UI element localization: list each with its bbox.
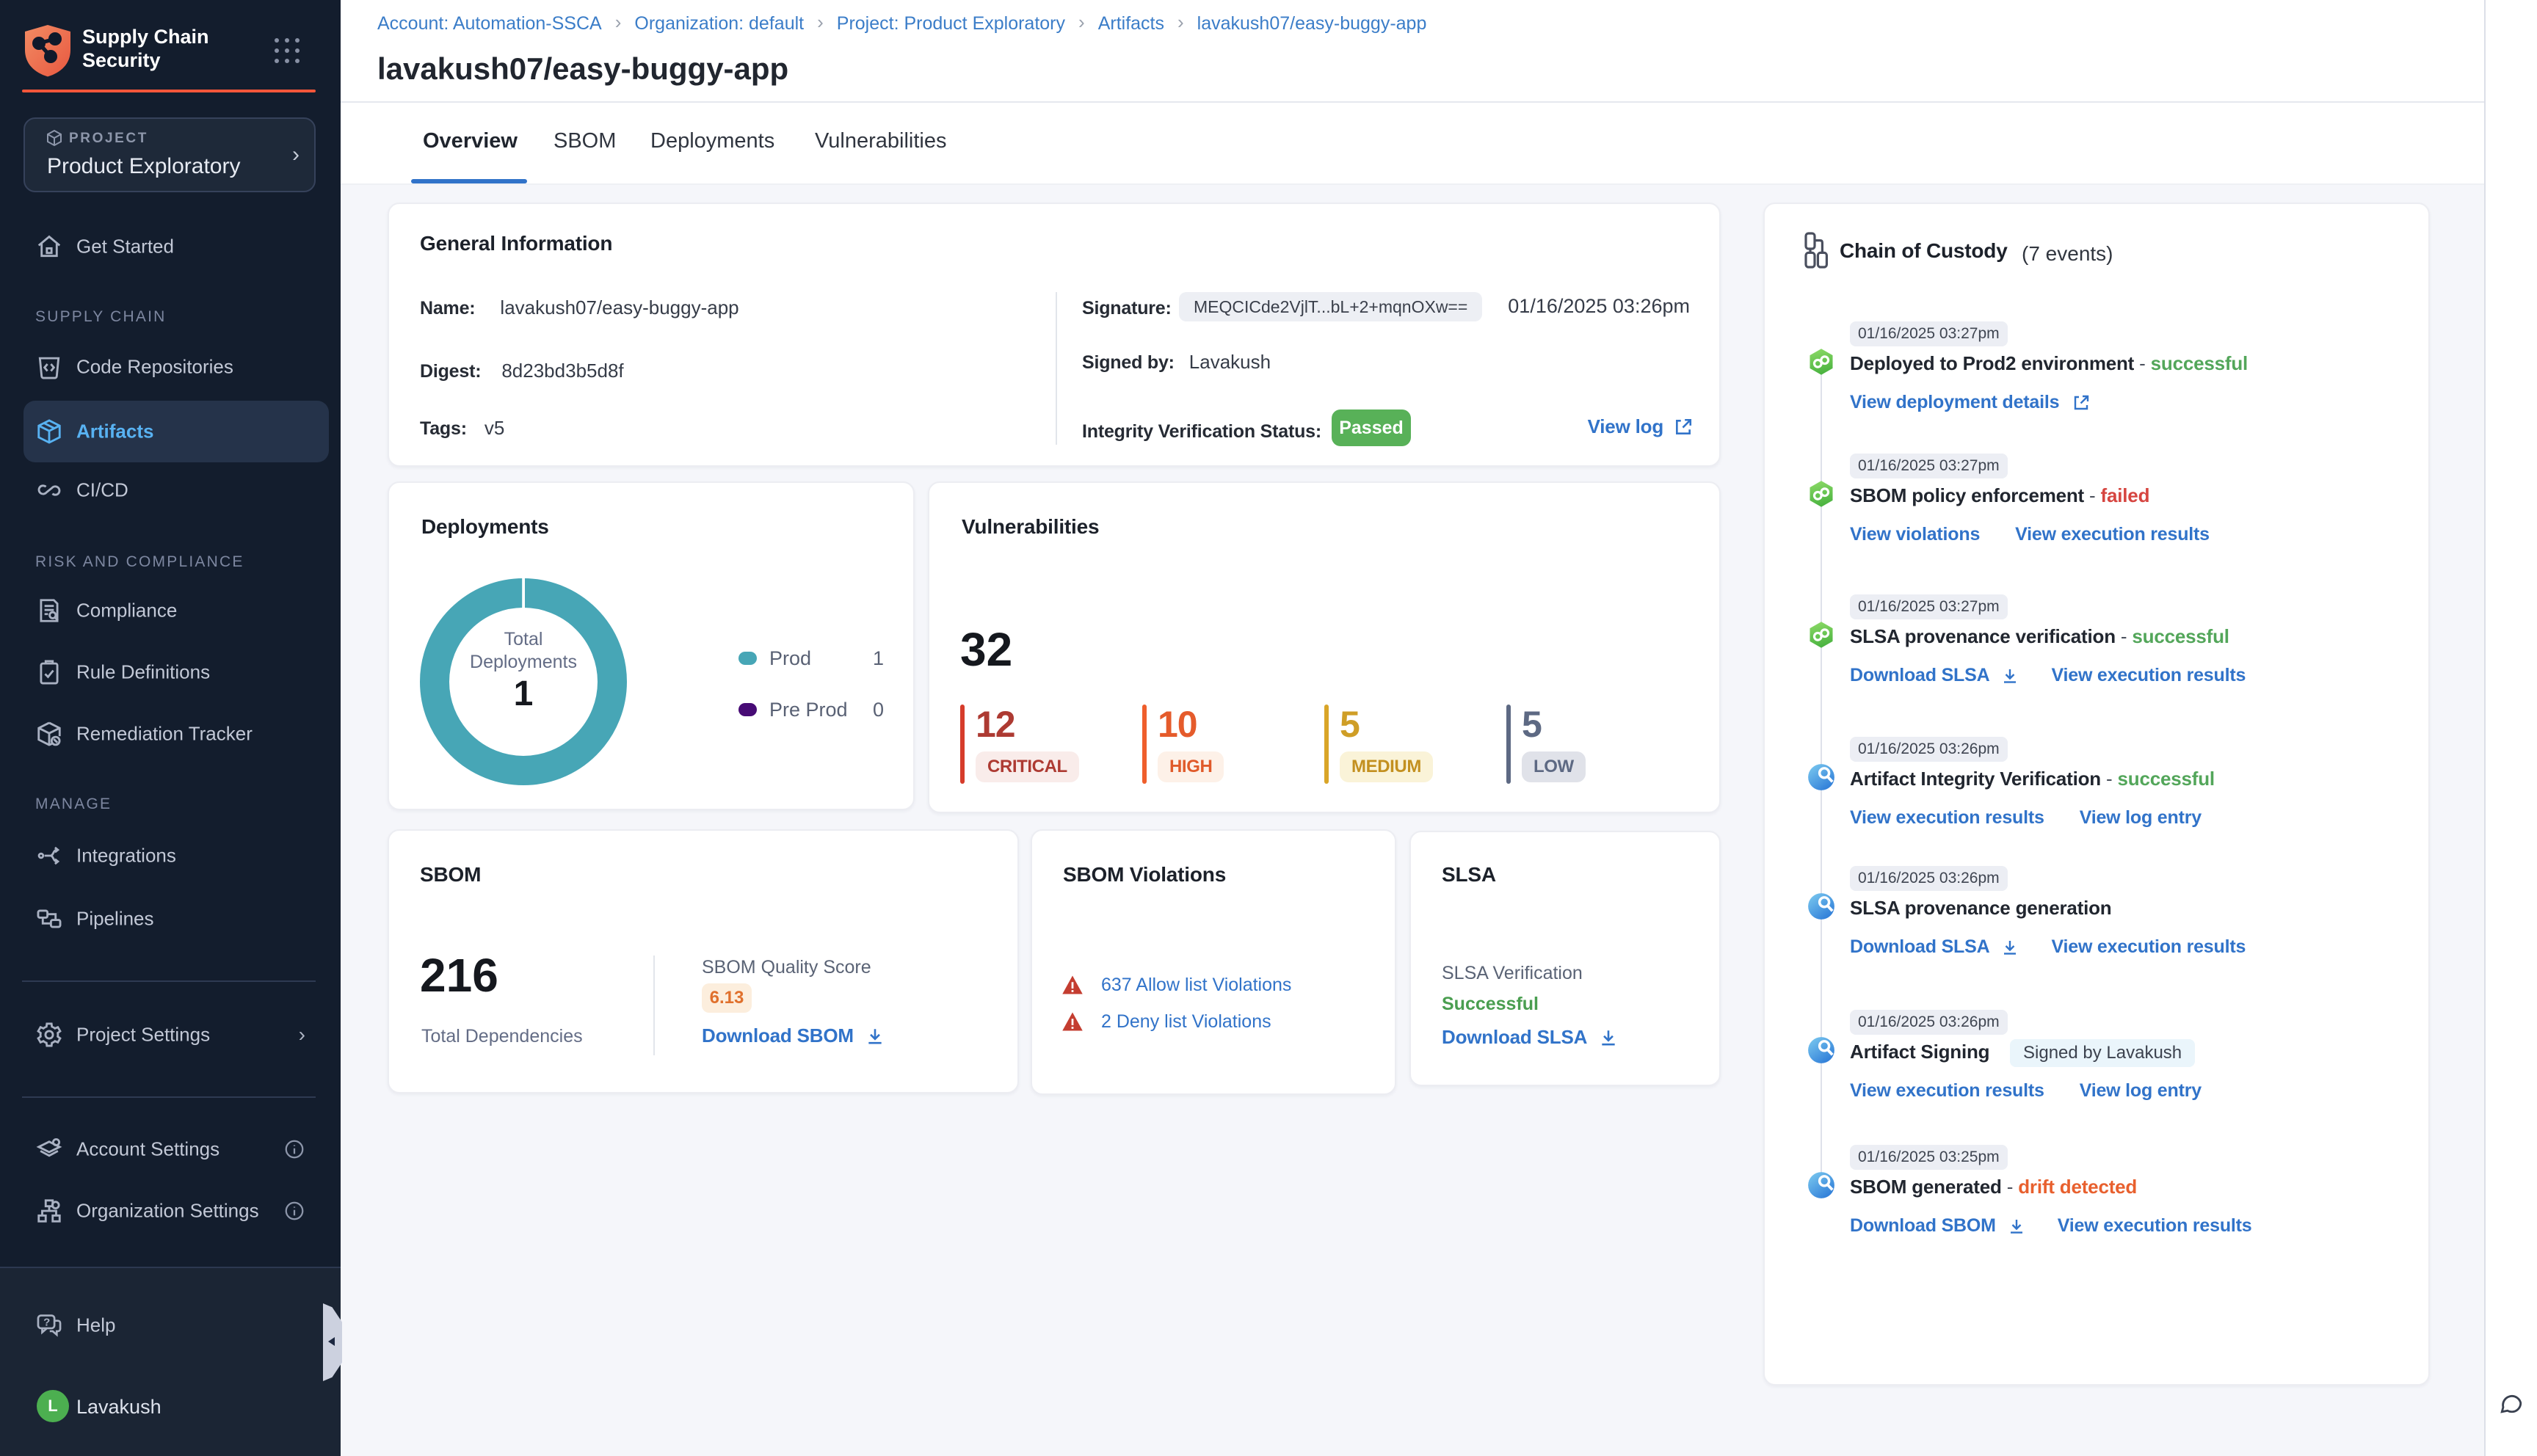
svg-text:?: ? [43, 1316, 50, 1328]
